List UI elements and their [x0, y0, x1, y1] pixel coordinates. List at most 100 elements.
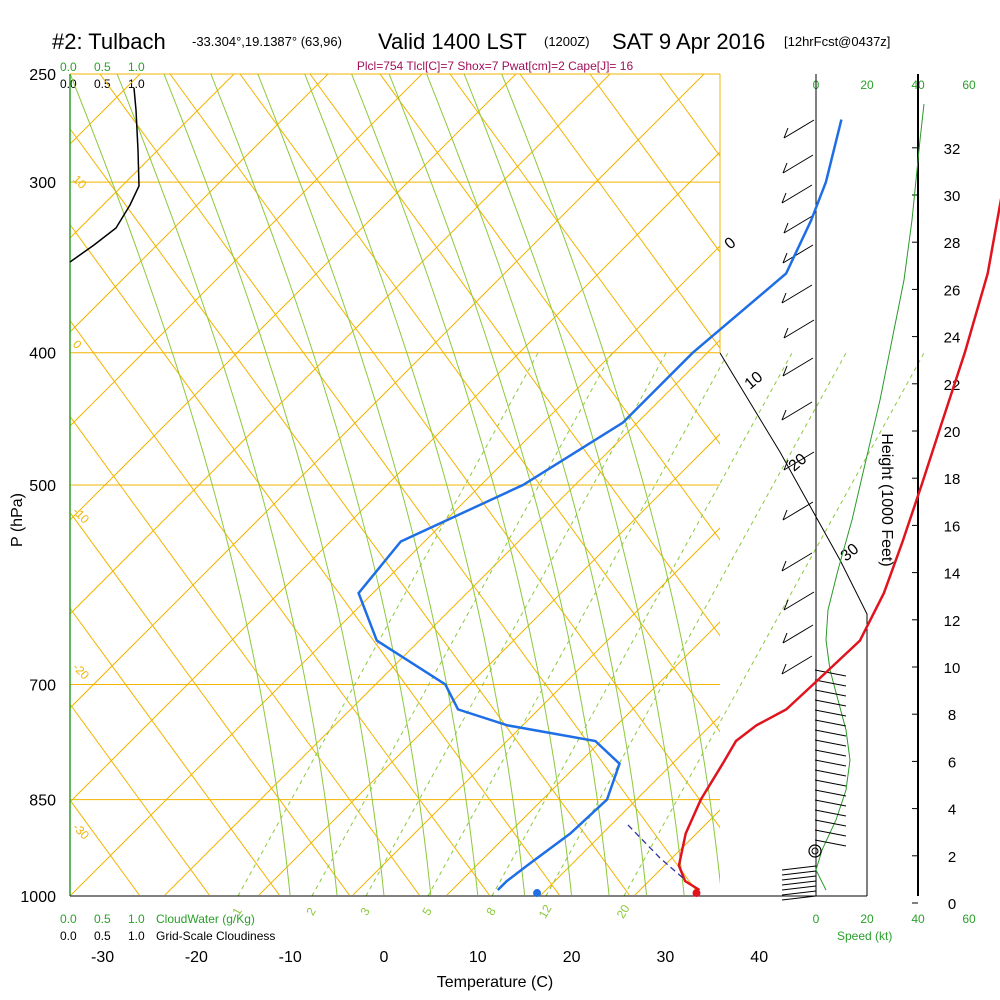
- pressure-tick-250: 250: [29, 67, 56, 84]
- mixing-ratio-label-5: 5: [419, 905, 435, 918]
- wind-barb: [814, 749, 847, 757]
- skewed-isotherm: [70, 74, 611, 615]
- skewed-isotherm: [70, 74, 517, 521]
- moist-adiabat: [501, 74, 720, 886]
- moist-adiabat: [210, 74, 432, 895]
- dry-adiabat: [70, 319, 490, 895]
- height-tick-30: 30: [944, 188, 961, 205]
- dry-adiabat-label-0: 0: [70, 337, 85, 352]
- wind-barb-flag: [781, 560, 787, 572]
- dry-adiabat: [379, 74, 720, 541]
- dry-adiabat: [70, 127, 630, 895]
- cloudwater-scale-bottom-2: 1.0: [128, 912, 145, 926]
- wind-barb-flag: [781, 192, 787, 204]
- pressure-tick-500: 500: [29, 478, 56, 495]
- wind-barb: [814, 719, 847, 727]
- height-tick-16: 16: [944, 518, 961, 535]
- skewed-isotherm: [70, 245, 720, 895]
- pressure-tick-850: 850: [29, 793, 56, 810]
- wind-barb: [781, 284, 813, 304]
- moist-adiabat: [304, 74, 526, 895]
- height-tick-26: 26: [944, 282, 961, 299]
- wind-barb: [781, 655, 813, 675]
- height-tick-32: 32: [944, 141, 961, 158]
- forecast-info: [12hrFcst@0437z]: [784, 34, 890, 49]
- wind-barb-flag: [783, 127, 789, 139]
- mixing-ratio-label-2: 2: [303, 905, 319, 918]
- moist-adiabat: [463, 74, 685, 895]
- temperature-tick--30: -30: [91, 949, 114, 966]
- skewed-isotherm: [70, 74, 235, 239]
- wind-barb: [783, 119, 815, 139]
- cloudwater-scale-top-0: 0.0: [60, 60, 77, 74]
- height-tick-10: 10: [944, 660, 961, 677]
- wind-scale-bottom-1: 20: [860, 912, 874, 926]
- height-tick-2: 2: [948, 849, 956, 866]
- moist-adiabat-label-0: 0: [722, 234, 740, 253]
- x-axis-label: Temperature (C): [437, 974, 553, 991]
- skewed-isotherm: [70, 74, 423, 427]
- moist-adiabat: [426, 74, 648, 895]
- station-coords: -33.304°,19.1387° (63,96): [192, 34, 342, 49]
- mixing-ratio-line-2: [311, 352, 613, 897]
- height-tick-8: 8: [948, 707, 956, 724]
- moist-adiabat-label-20: 20: [786, 451, 811, 476]
- dry-adiabat: [589, 74, 720, 253]
- wind-barb: [781, 895, 817, 901]
- dewpoint-trace: [357, 119, 843, 891]
- moist-adiabat: [388, 74, 610, 895]
- moist-adiabat-label-10: 10: [742, 369, 767, 394]
- temperature-tick-20: 20: [563, 949, 581, 966]
- temperature-ticks: -30 -20 -10 0 10 20 30 40: [91, 949, 768, 966]
- mixing-ratio-label-20: 20: [614, 902, 633, 921]
- dry-adiabat: [70, 607, 280, 895]
- wind-barb: [781, 890, 817, 896]
- pressure-tick-700: 700: [29, 678, 56, 695]
- wind-barb: [781, 870, 817, 876]
- wind-barb: [814, 759, 847, 767]
- cloudiness-profile: [69, 87, 140, 263]
- parcel-trace: [627, 824, 684, 879]
- skewed-isotherm: [352, 527, 720, 895]
- pressure-tick-1000: 1000: [20, 889, 56, 906]
- wind-barb: [781, 880, 817, 886]
- temperature-tick--20: -20: [185, 949, 208, 966]
- wind-barb: [814, 739, 847, 747]
- cloudwater-scale-top-1: 0.5: [94, 60, 111, 74]
- dry-adiabat-label-10: 10: [70, 172, 90, 192]
- wind-barb-flag: [781, 663, 787, 675]
- height-tick-6: 6: [948, 754, 956, 771]
- wind-barb-flag: [782, 632, 788, 644]
- mixing-ratio-label-12: 12: [536, 902, 555, 921]
- cloudwater-label: CloudWater (g/Kg): [156, 912, 255, 926]
- height-tick-28: 28: [944, 235, 961, 252]
- temperature-trace: [677, 197, 1000, 892]
- wind-barb-flag: [781, 292, 787, 304]
- wind-barbs: [781, 119, 847, 901]
- wind-barb: [782, 624, 814, 644]
- mixing-ratio-grid: 1 2 3 5 8 12 20: [229, 352, 925, 921]
- wind-barb: [814, 789, 847, 797]
- wind-barb: [781, 401, 813, 421]
- skewed-isotherm: [258, 433, 720, 895]
- dry-adiabat-grid: [70, 74, 720, 895]
- wind-barb: [814, 729, 847, 737]
- wind-speed-profile: [815, 103, 925, 891]
- isobar-grid: [70, 73, 720, 897]
- wind-barb: [814, 669, 847, 677]
- wind-barb: [783, 591, 815, 611]
- wind-barb-flag: [783, 599, 789, 611]
- dry-adiabat: [169, 74, 720, 829]
- skewed-isotherm: [70, 151, 720, 803]
- calm-wind-marker-inner: [811, 847, 819, 855]
- moist-adiabat-label-30: 30: [838, 541, 863, 566]
- wind-barb-flag: [782, 162, 788, 174]
- cloudwater-scale-bottom-1: 0.5: [94, 912, 111, 926]
- moist-adiabat: [351, 74, 573, 895]
- dry-adiabat-label--30: -30: [70, 820, 92, 842]
- moist-adiabat-grid: [70, 74, 720, 895]
- skewed-isotherm: [70, 74, 705, 709]
- wind-barb: [814, 829, 847, 837]
- valid-date: SAT 9 Apr 2016: [612, 29, 765, 54]
- cloudiness-scale-top-1: 0.5: [94, 77, 111, 91]
